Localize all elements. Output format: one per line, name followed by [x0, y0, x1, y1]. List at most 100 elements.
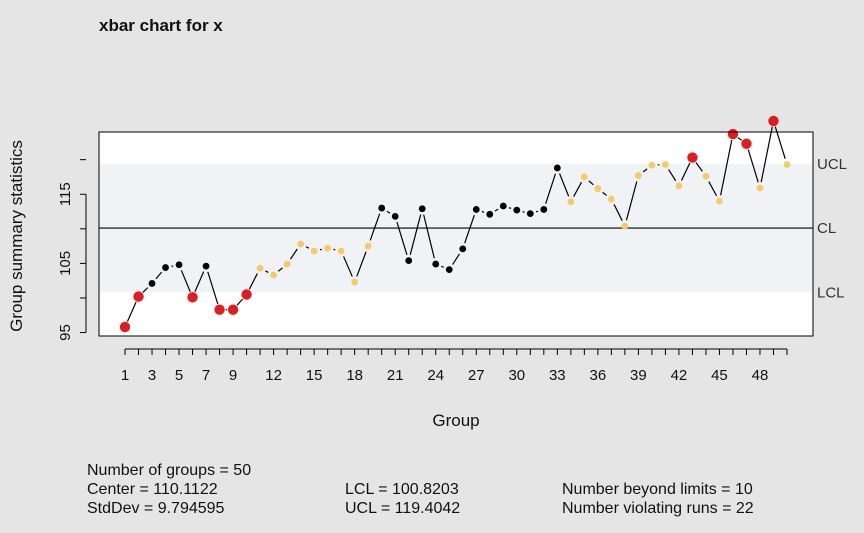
series-segment — [558, 173, 570, 197]
stat-beyond-limits: Number beyond limits = 10 — [562, 481, 753, 498]
stat-stddev: StdDev = 9.794595 — [87, 500, 225, 517]
data-point-violation — [241, 289, 252, 300]
stat-ucl: UCL = 119.4042 — [345, 500, 461, 517]
data-point-run — [716, 197, 723, 205]
series-segment — [207, 271, 219, 305]
data-point-run — [297, 240, 305, 248]
stats-left: Number of groups = 50 Center = 110.1122 … — [87, 461, 251, 518]
x-tick-label: 48 — [752, 367, 769, 384]
y-tick-label: 105 — [57, 251, 74, 276]
series-segment — [277, 267, 283, 272]
data-point-normal — [202, 262, 210, 270]
series-segment — [464, 214, 475, 244]
data-point-violation — [741, 138, 752, 149]
data-point-normal — [418, 205, 426, 213]
data-point-normal — [513, 206, 521, 214]
data-point-normal — [391, 212, 399, 220]
x-tick-label: 9 — [229, 367, 237, 384]
series-segment — [613, 204, 623, 221]
series-segment — [289, 248, 298, 260]
data-point-normal — [553, 164, 561, 172]
y-axis: 95 105 115 — [57, 159, 87, 341]
series-segment — [508, 207, 512, 209]
series-segment — [747, 149, 759, 183]
x-tick-label: 5 — [175, 367, 183, 384]
x-tick-label: 1 — [121, 367, 129, 384]
chart-title: xbar chart for x — [99, 16, 223, 35]
x-axis-label: Group — [432, 411, 479, 430]
series-segment — [760, 126, 773, 183]
series-segment — [708, 181, 718, 197]
stat-number-of-groups: Number of groups = 50 — [87, 462, 252, 479]
series-segment — [481, 210, 485, 213]
data-point-normal — [378, 204, 386, 212]
data-point-normal — [540, 206, 548, 213]
series-segment — [720, 139, 733, 196]
series-segment — [680, 162, 691, 181]
data-point-run — [594, 185, 602, 193]
series-segment — [369, 213, 381, 241]
data-point-normal — [459, 245, 467, 253]
series-segment — [494, 208, 499, 212]
data-point-normal — [162, 264, 169, 271]
data-point-normal — [486, 210, 494, 218]
series-segment — [343, 256, 353, 277]
data-point-run — [310, 247, 318, 255]
data-point-violation — [768, 115, 779, 127]
series-segment — [642, 168, 648, 173]
data-point-run — [270, 271, 278, 279]
series-segment — [126, 301, 137, 322]
data-point-run — [621, 222, 629, 230]
series-segment — [737, 137, 742, 141]
series-segment — [602, 191, 607, 196]
data-point-violation — [119, 321, 131, 333]
series-segment — [248, 273, 258, 290]
x-tick-label: 27 — [468, 367, 485, 384]
series-segment — [356, 251, 367, 277]
limit-label-cl: CL — [817, 220, 836, 237]
data-point-normal — [445, 266, 453, 274]
series-segment — [423, 214, 435, 259]
stat-lcl: LCL = 100.8203 — [345, 481, 459, 498]
data-point-normal — [405, 257, 413, 265]
x-tick-label: 7 — [202, 367, 210, 384]
stats-middle: LCL = 100.8203 UCL = 119.4042 — [345, 480, 460, 518]
y-tick-label: 115 — [57, 182, 74, 206]
series-segment — [441, 265, 444, 268]
series-segment — [409, 214, 422, 255]
data-point-run — [351, 278, 359, 286]
series-segment — [625, 181, 638, 221]
data-point-run — [756, 184, 764, 192]
limit-label-ucl: UCL — [817, 156, 847, 173]
data-point-violation — [214, 304, 225, 315]
series-segment — [545, 173, 557, 204]
data-point-normal — [472, 206, 480, 213]
data-point-run — [580, 173, 588, 181]
series-segment — [180, 270, 191, 292]
data-point-run — [662, 161, 669, 168]
data-point-normal — [432, 260, 440, 268]
data-point-run — [567, 198, 575, 206]
data-point-violation — [227, 304, 239, 315]
limit-label-lcl: LCL — [817, 284, 845, 301]
data-point-run — [364, 242, 372, 250]
data-point-normal — [175, 261, 183, 269]
data-point-violation — [187, 292, 198, 303]
limit-labels: UCL CL LCL — [817, 156, 847, 302]
x-tick-label: 36 — [590, 367, 607, 384]
series-segment — [588, 180, 594, 186]
series-segment — [668, 169, 677, 182]
x-tick-label: 24 — [427, 367, 444, 384]
x-axis: 1 3 5 7 9 12 15 18 21 24 27 30 33 36 39 42 45 48 — [121, 348, 788, 384]
data-point-run — [783, 161, 791, 168]
series-segment — [452, 253, 460, 265]
data-point-run — [607, 195, 615, 203]
y-tick-label: 95 — [57, 324, 74, 341]
data-point-run — [283, 260, 291, 268]
series-segment — [573, 181, 583, 197]
data-point-run — [337, 247, 345, 255]
x-tick-label: 30 — [508, 367, 525, 384]
data-point-violation — [133, 291, 144, 302]
y-axis-label: Group summary statistics — [7, 140, 26, 332]
x-tick-label: 45 — [711, 367, 728, 384]
